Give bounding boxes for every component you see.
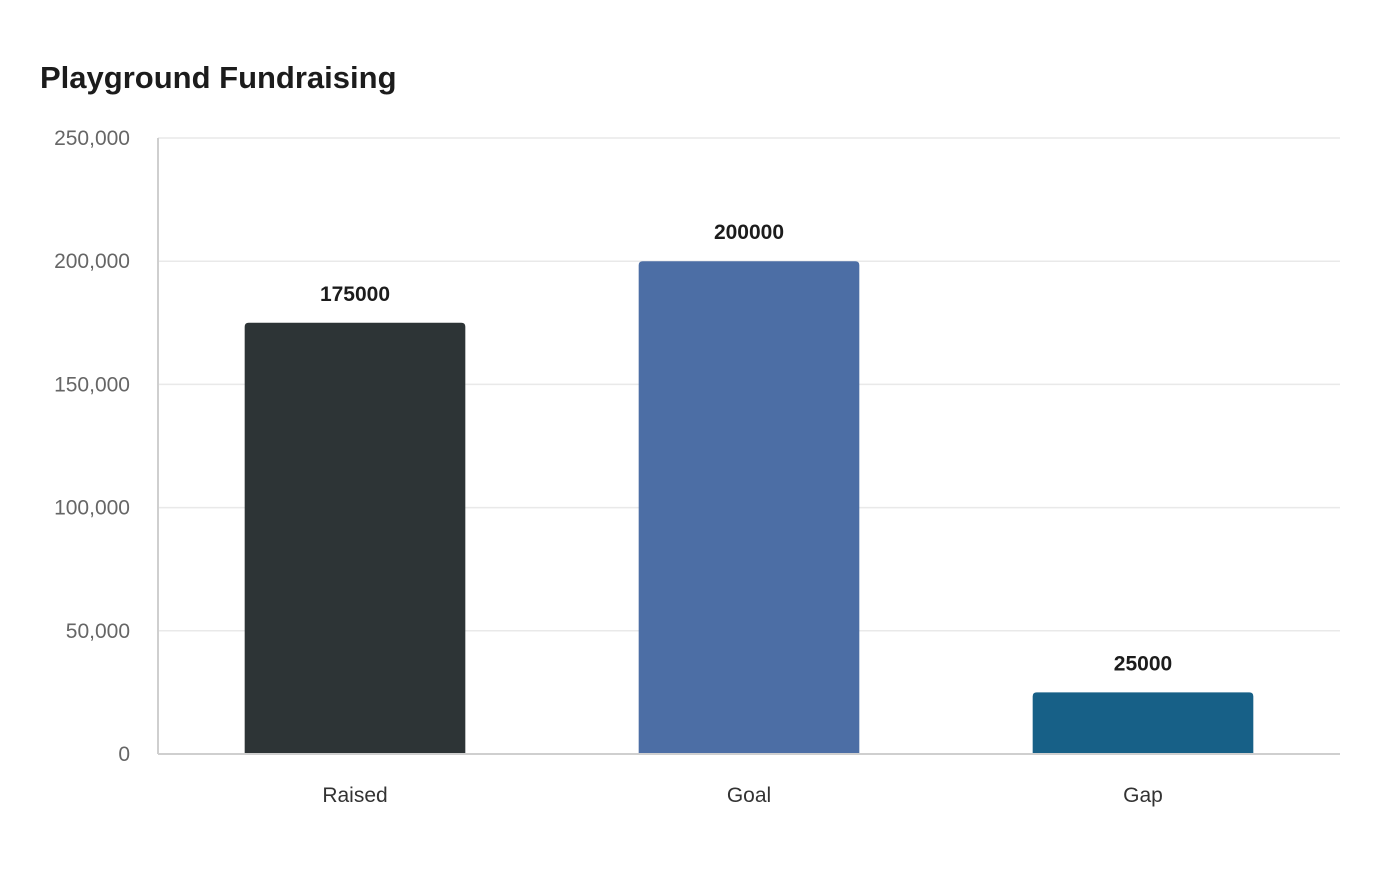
x-axis-ticks: Raised Goal Gap (322, 784, 1163, 807)
bar-raised (244, 322, 466, 754)
y-tick-label: 250,000 (54, 127, 130, 150)
data-label-goal: 200000 (714, 221, 784, 244)
x-tick-label-goal: Goal (727, 784, 771, 807)
data-labels: 175000 200000 25000 (320, 221, 1172, 675)
y-tick-label: 150,000 (54, 373, 130, 396)
bars (244, 261, 1254, 754)
x-tick-label-gap: Gap (1123, 784, 1163, 807)
bar-goal (638, 261, 860, 754)
data-label-gap: 25000 (1114, 652, 1172, 675)
chart-title: Playground Fundraising (40, 60, 397, 95)
bar-gap (1032, 692, 1254, 754)
data-label-raised: 175000 (320, 283, 390, 306)
x-tick-label-raised: Raised (322, 784, 387, 807)
y-tick-label: 200,000 (54, 250, 130, 273)
y-tick-label: 0 (118, 743, 130, 766)
y-tick-label: 100,000 (54, 497, 130, 520)
y-tick-label: 50,000 (66, 620, 130, 643)
y-axis-ticks: 0 50,000 100,000 150,000 200,000 250,000 (54, 127, 130, 766)
